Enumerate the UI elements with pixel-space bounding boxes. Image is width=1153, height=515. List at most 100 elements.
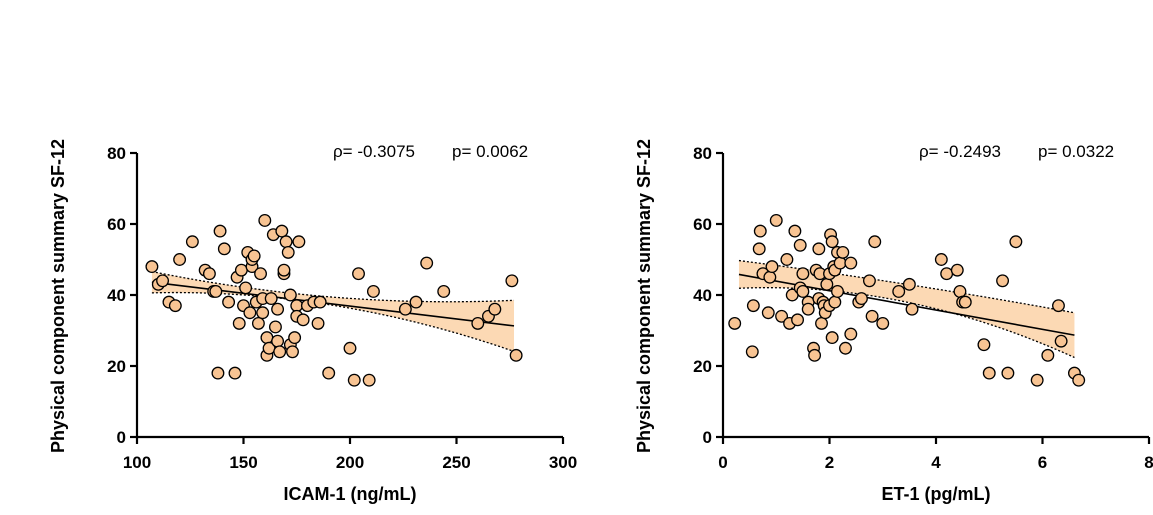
data-point — [398, 302, 412, 316]
x-axis-title: ET-1 (pg/mL) — [882, 484, 991, 504]
data-point — [780, 253, 794, 266]
ci-lower-bound — [151, 291, 515, 353]
data-point — [977, 338, 991, 352]
data-point — [855, 292, 868, 306]
scatter-panel-et1: ρ= -0.2493 p= 0.0322 ET-1 (pg/mL) Physic… — [634, 139, 1153, 504]
data-point — [243, 306, 257, 320]
data-point — [793, 238, 807, 252]
data-point — [488, 302, 502, 316]
data-point — [239, 281, 253, 295]
data-point — [260, 331, 274, 345]
data-point — [761, 306, 775, 320]
data-point — [958, 295, 972, 309]
data-point — [868, 235, 882, 249]
data-point — [905, 302, 919, 316]
data-point — [279, 235, 293, 249]
data-point — [1072, 373, 1086, 387]
data-point — [173, 253, 187, 266]
data-point — [746, 299, 760, 313]
data-point — [347, 373, 361, 387]
data-point — [509, 348, 523, 362]
y-tick-label: 40 — [693, 286, 712, 305]
data-point — [808, 348, 822, 362]
data-point — [902, 277, 916, 291]
data-point — [213, 224, 227, 238]
data-point — [222, 295, 236, 309]
rho-label: ρ= -0.2493 — [919, 142, 1001, 161]
ci-lower-bound — [738, 287, 1075, 359]
data-point — [788, 224, 802, 238]
data-point — [275, 224, 289, 238]
scatter-panel-icam1: ρ= -0.3075 p= 0.0062 ICAM-1 (ng/mL) Phys… — [48, 139, 577, 504]
data-point — [281, 245, 295, 259]
data-point — [839, 341, 852, 355]
data-point — [862, 274, 876, 288]
data-point — [796, 285, 810, 298]
data-point — [982, 366, 996, 380]
ci-upper-bound — [151, 270, 515, 303]
data-point — [145, 260, 159, 274]
data-point — [831, 285, 844, 298]
data-point — [752, 242, 766, 256]
x-axis-title: ICAM-1 (ng/mL) — [284, 484, 417, 504]
data-point — [876, 316, 890, 330]
data-point — [471, 316, 485, 330]
data-point — [366, 285, 380, 298]
data-point — [273, 345, 287, 359]
data-point — [820, 277, 834, 291]
data-point — [256, 306, 270, 320]
data-point — [290, 299, 304, 313]
data-point — [836, 245, 850, 259]
data-point — [228, 366, 242, 380]
data-point — [269, 320, 282, 334]
data-point — [234, 263, 248, 277]
data-point — [264, 292, 278, 306]
data-point — [765, 260, 779, 274]
data-point — [271, 302, 285, 316]
data-point — [313, 295, 327, 309]
x-tick-label: 4 — [931, 453, 941, 472]
data-point — [211, 366, 225, 380]
data-point — [288, 331, 302, 345]
data-point — [996, 274, 1010, 288]
y-axis-title: Physical component summary SF-12 — [48, 139, 68, 453]
data-point — [322, 366, 336, 380]
data-point — [833, 256, 847, 270]
data-point — [801, 302, 815, 316]
y-tick-label: 80 — [107, 144, 126, 163]
data-point — [251, 316, 265, 330]
data-point — [828, 295, 842, 309]
data-point — [283, 288, 297, 302]
x-tick-label: 150 — [229, 453, 257, 472]
data-point — [1052, 299, 1065, 313]
data-point — [1041, 348, 1055, 362]
p-value-label: p= 0.0062 — [452, 142, 528, 161]
y-tick-label: 0 — [703, 428, 712, 447]
data-point — [753, 224, 767, 238]
data-point — [232, 316, 246, 330]
data-point — [437, 285, 451, 298]
data-point — [258, 213, 272, 227]
data-point — [352, 267, 365, 281]
data-point — [763, 270, 777, 284]
data-point — [892, 285, 906, 298]
data-point — [185, 235, 199, 249]
y-tick-label: 80 — [693, 144, 712, 163]
data-point — [844, 256, 858, 270]
x-tick-label: 250 — [442, 453, 470, 472]
data-point — [728, 316, 742, 330]
data-point — [775, 309, 789, 323]
data-point — [1009, 235, 1023, 249]
p-value-label: p= 0.0322 — [1038, 142, 1114, 161]
data-point — [296, 313, 310, 327]
y-tick-label: 20 — [107, 357, 126, 376]
data-point — [311, 316, 325, 330]
data-point — [156, 274, 170, 288]
data-point — [1030, 373, 1044, 387]
x-tick-label: 2 — [825, 453, 834, 472]
data-point — [505, 274, 519, 288]
data-point — [1001, 366, 1015, 380]
y-tick-label: 40 — [107, 286, 126, 305]
data-point — [934, 253, 948, 266]
data-point — [940, 267, 954, 281]
